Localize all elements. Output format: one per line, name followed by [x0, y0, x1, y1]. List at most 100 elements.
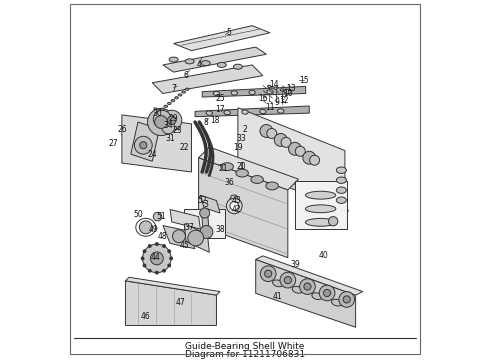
Circle shape [230, 202, 239, 210]
Bar [184, 210, 225, 238]
Polygon shape [256, 260, 356, 327]
Text: 14: 14 [269, 80, 278, 89]
Polygon shape [198, 158, 288, 258]
Circle shape [299, 279, 315, 294]
Polygon shape [122, 115, 192, 172]
Circle shape [323, 289, 331, 297]
Text: 51: 51 [156, 212, 166, 221]
Ellipse shape [331, 299, 342, 306]
Polygon shape [238, 161, 348, 211]
Ellipse shape [171, 100, 175, 102]
Circle shape [162, 121, 175, 134]
Text: 7: 7 [171, 84, 176, 93]
Ellipse shape [312, 293, 322, 300]
Text: 43: 43 [231, 196, 241, 205]
Ellipse shape [336, 187, 346, 193]
Circle shape [168, 116, 176, 125]
Circle shape [289, 142, 301, 155]
Text: 33: 33 [237, 134, 246, 143]
Text: 3: 3 [203, 199, 208, 208]
Circle shape [303, 151, 316, 164]
Circle shape [328, 217, 338, 226]
Circle shape [284, 276, 292, 284]
Circle shape [274, 134, 287, 146]
Polygon shape [230, 195, 238, 199]
Ellipse shape [206, 111, 213, 115]
Text: 8: 8 [203, 117, 208, 126]
Circle shape [163, 269, 166, 272]
Circle shape [148, 269, 151, 272]
Circle shape [150, 252, 163, 265]
Circle shape [170, 257, 172, 260]
Ellipse shape [285, 89, 291, 94]
Polygon shape [201, 211, 209, 234]
Circle shape [143, 244, 171, 273]
Ellipse shape [185, 88, 189, 90]
Polygon shape [200, 195, 220, 213]
Polygon shape [131, 122, 159, 161]
Text: 1: 1 [239, 162, 244, 171]
Text: 41: 41 [272, 292, 282, 301]
Ellipse shape [336, 167, 346, 174]
Polygon shape [173, 26, 270, 51]
Text: Diagram for 11211706831: Diagram for 11211706831 [185, 350, 305, 359]
Text: 36: 36 [224, 178, 234, 187]
Text: 4: 4 [196, 60, 201, 69]
Text: 6: 6 [184, 71, 189, 80]
Ellipse shape [236, 169, 248, 177]
Text: 34: 34 [163, 121, 173, 130]
Circle shape [155, 243, 158, 246]
Circle shape [172, 230, 185, 243]
Ellipse shape [218, 62, 226, 67]
Text: 12: 12 [279, 96, 289, 105]
Circle shape [155, 271, 158, 274]
Circle shape [260, 125, 273, 138]
Ellipse shape [168, 102, 171, 104]
Text: 16: 16 [258, 94, 268, 103]
Text: 17: 17 [215, 105, 225, 114]
Ellipse shape [260, 109, 266, 114]
Ellipse shape [305, 205, 336, 213]
Text: 40: 40 [318, 251, 328, 260]
Ellipse shape [175, 97, 178, 99]
Polygon shape [154, 108, 179, 130]
Ellipse shape [277, 109, 284, 113]
Text: 37: 37 [185, 223, 195, 232]
Ellipse shape [242, 110, 248, 114]
Text: 30: 30 [153, 109, 163, 118]
Ellipse shape [185, 59, 194, 64]
Text: 20: 20 [237, 162, 246, 171]
Circle shape [153, 110, 171, 128]
Circle shape [200, 208, 210, 218]
Text: 10: 10 [283, 89, 293, 98]
Ellipse shape [266, 182, 278, 190]
Circle shape [153, 212, 162, 221]
Circle shape [163, 244, 166, 247]
Text: 48: 48 [158, 232, 168, 241]
Polygon shape [125, 277, 220, 295]
Ellipse shape [178, 94, 182, 96]
Ellipse shape [169, 57, 178, 62]
Ellipse shape [292, 286, 303, 293]
Ellipse shape [201, 60, 210, 66]
Circle shape [343, 296, 350, 303]
Ellipse shape [274, 87, 277, 89]
Circle shape [188, 230, 204, 246]
Ellipse shape [268, 85, 271, 87]
Ellipse shape [164, 105, 168, 107]
Text: 50: 50 [133, 210, 143, 219]
Text: 15: 15 [299, 76, 309, 85]
Text: 26: 26 [117, 125, 127, 134]
Circle shape [148, 244, 151, 247]
Circle shape [162, 110, 182, 130]
Text: 19: 19 [233, 143, 243, 152]
Circle shape [143, 264, 146, 267]
Text: 45: 45 [179, 240, 189, 249]
Ellipse shape [336, 197, 346, 203]
Ellipse shape [231, 91, 238, 95]
Circle shape [281, 138, 291, 147]
Text: 18: 18 [210, 116, 220, 125]
Polygon shape [256, 256, 363, 295]
Polygon shape [238, 108, 345, 204]
Circle shape [147, 108, 175, 136]
